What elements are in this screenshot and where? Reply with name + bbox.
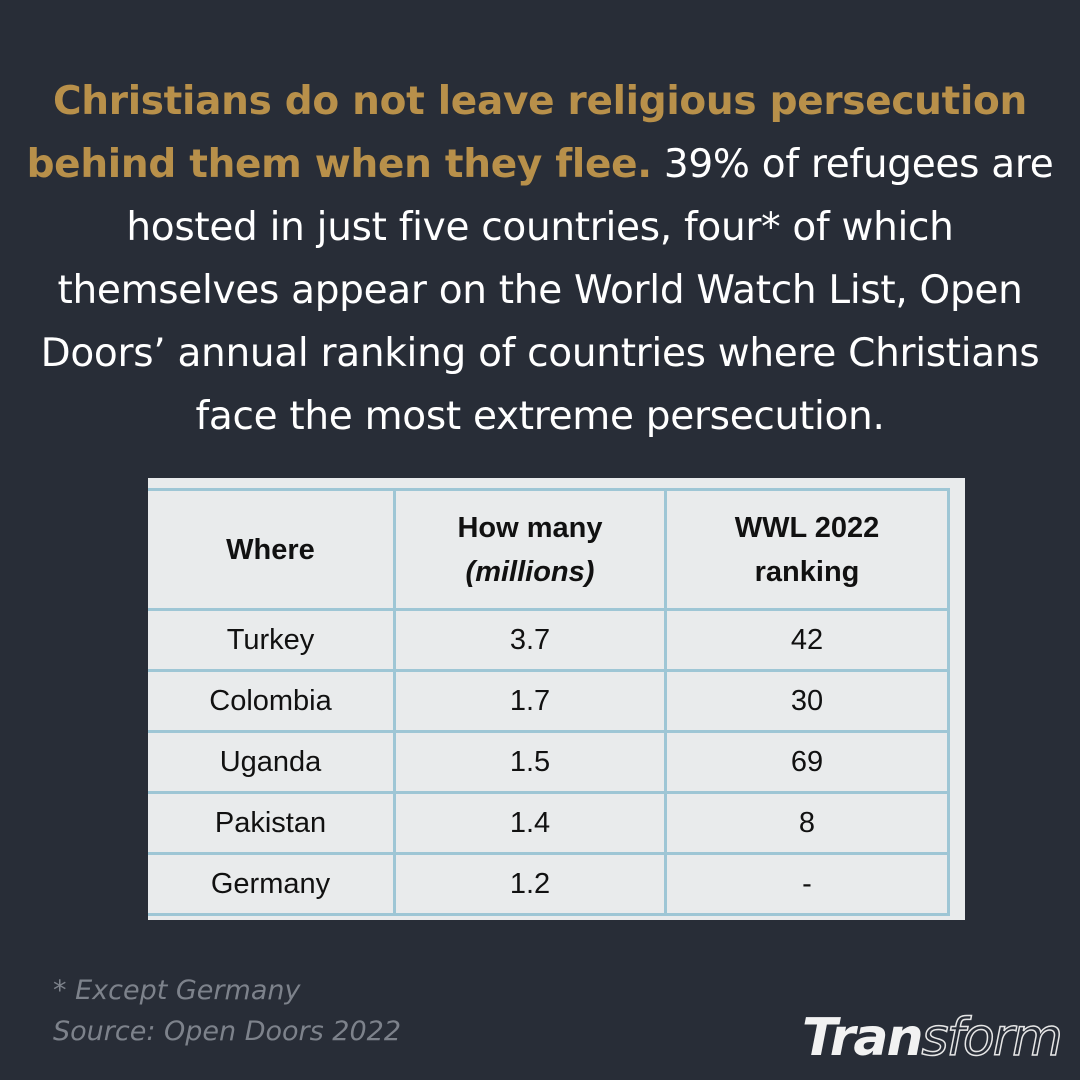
footnote-source: Source: Open Doors 2022 [53,1016,401,1047]
logo-solid-text: Tran [802,1008,924,1068]
cell-where: Germany [148,852,396,916]
header-where: Where [148,488,396,611]
cell-how-many: 1.5 [393,730,667,794]
cell-ranking: 30 [664,669,950,733]
header-how-many: How many (millions) [393,488,667,611]
transform-logo: Transform [802,1007,1064,1069]
cell-how-many: 1.4 [393,791,667,855]
cell-how-many: 1.2 [393,852,667,916]
cell-where: Turkey [148,608,396,672]
cell-where: Uganda [148,730,396,794]
table-header-row: Where How many (millions) WWL 2022 ranking [148,488,950,611]
cell-ranking: - [664,852,950,916]
cell-ranking: 8 [664,791,950,855]
cell-how-many: 3.7 [393,608,667,672]
cell-where: Pakistan [148,791,396,855]
table-row: Pakistan 1.4 8 [148,791,950,855]
logo-outline-text: sform [921,1007,1064,1069]
table-row: Turkey 3.7 42 [148,608,950,672]
table-row: Uganda 1.5 69 [148,730,950,794]
headline-accent: Christians do not leave religious persec… [26,79,1028,187]
cell-ranking: 42 [664,608,950,672]
header-ranking: WWL 2022 ranking [664,488,950,611]
headline: Christians do not leave religious persec… [20,70,1060,448]
refugee-table: Where How many (millions) WWL 2022 ranking… [148,488,950,916]
table-row: Germany 1.2 - [148,852,950,916]
cell-ranking: 69 [664,730,950,794]
footnotes: * Except Germany Source: Open Doors 2022 [53,970,401,1052]
table-row: Colombia 1.7 30 [148,669,950,733]
cell-where: Colombia [148,669,396,733]
footnote-except: * Except Germany [53,975,301,1006]
refugee-table-card: Where How many (millions) WWL 2022 ranking… [148,478,965,920]
headline-body: 39% of refugees are hosted in just five … [40,142,1054,439]
cell-how-many: 1.7 [393,669,667,733]
